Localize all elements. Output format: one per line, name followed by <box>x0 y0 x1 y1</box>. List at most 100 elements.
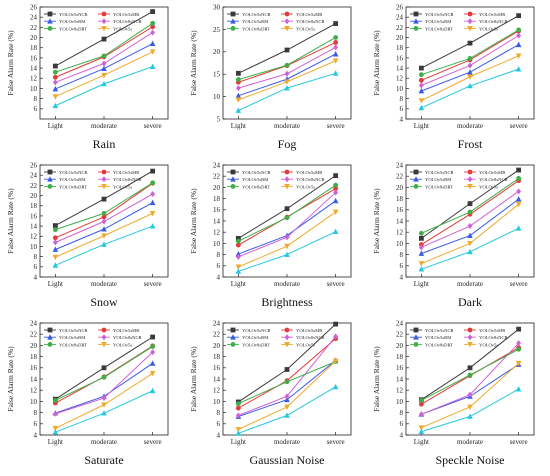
legend-marker <box>230 342 236 347</box>
legend-label: YOLOv8sNCR <box>113 19 143 24</box>
legend-label: YOLOv8sNCR <box>479 335 509 340</box>
legend-label: YOLOv5sRM <box>425 335 451 340</box>
legend-marker <box>467 169 473 175</box>
y-tick-label: 22 <box>396 173 404 181</box>
y-tick-label: 14 <box>213 375 221 383</box>
data-point <box>516 32 522 39</box>
data-point <box>418 77 424 83</box>
x-tick-label: severe <box>144 280 162 288</box>
legend-label: YOLOv5sMR <box>479 12 506 17</box>
data-point <box>515 53 522 59</box>
data-point <box>101 374 107 380</box>
data-point <box>418 411 424 418</box>
y-tick-label: 14 <box>30 375 38 383</box>
chart-title: Dark <box>458 295 482 309</box>
y-tick-label: 12 <box>396 75 404 83</box>
y-axis-label: False Alarm Rate (%) <box>372 188 381 254</box>
legend-marker <box>101 26 107 32</box>
legend-label: YOLOv5s <box>479 342 498 347</box>
legend-label: YOLOv5s <box>113 342 132 347</box>
data-point <box>467 82 473 89</box>
legend-label: YOLOv5sRM <box>59 335 85 340</box>
data-point <box>149 387 156 394</box>
data-point <box>418 230 424 236</box>
y-tick-label: 26 <box>396 3 404 11</box>
legend-label: YOLOv8sNCR <box>479 177 509 182</box>
legend-label: YOLOv8sDRT <box>242 184 270 189</box>
y-tick-label: 20 <box>396 34 404 42</box>
legend-label: YOLOv5sNCR <box>425 170 455 175</box>
data-point <box>284 62 290 68</box>
y-tick-label: 4 <box>400 273 404 281</box>
legend-marker <box>230 169 236 175</box>
data-point <box>149 199 156 206</box>
legend-label: YOLOv5sRM <box>242 335 268 340</box>
legend-label: YOLOv8sNCR <box>479 19 509 24</box>
x-tick-label: Light <box>48 438 63 446</box>
legend-label: YOLOv5sNCR <box>242 328 272 333</box>
data-point <box>333 44 339 51</box>
legend-marker <box>284 334 290 341</box>
data-point <box>52 239 58 246</box>
data-point <box>516 13 522 19</box>
y-tick-label: 5 <box>217 115 221 123</box>
data-point <box>516 326 522 332</box>
chart-title: Brightness <box>261 295 313 309</box>
legend-label: YOLOv5sRM <box>59 177 85 182</box>
legend-label: YOLOv5sRM <box>242 19 268 24</box>
y-tick-label: 8 <box>217 251 221 259</box>
data-point <box>235 401 241 407</box>
data-point <box>52 235 58 241</box>
data-point <box>467 56 473 61</box>
legend-marker <box>413 18 419 24</box>
x-tick-label: severe <box>510 122 528 130</box>
y-axis-label: False Alarm Rate (%) <box>372 30 381 96</box>
data-point <box>101 65 107 71</box>
legend-marker <box>101 327 107 333</box>
legend-label: YOLOv5sNCR <box>242 12 272 17</box>
legend-label: YOLOv5sNCR <box>425 12 455 17</box>
x-tick-label: Light <box>231 438 246 446</box>
data-point <box>516 188 522 195</box>
legend-label: YOLOv5sNCR <box>242 170 272 175</box>
data-point <box>418 425 425 431</box>
data-point <box>101 196 107 202</box>
legend-label: YOLOv8sNCR <box>296 177 326 182</box>
legend-label: YOLOv5sMR <box>479 170 506 175</box>
y-tick-label: 4 <box>34 431 38 439</box>
data-point <box>332 58 339 64</box>
data-point <box>52 223 58 228</box>
x-tick-label: severe <box>327 122 345 130</box>
legend-marker <box>467 176 473 183</box>
y-tick-label: 26 <box>30 161 38 169</box>
y-tick-label: 10 <box>30 398 38 406</box>
data-point <box>332 358 339 365</box>
y-tick-label: 18 <box>30 44 38 52</box>
data-point <box>235 235 241 241</box>
x-tick-label: moderate <box>274 280 300 288</box>
x-tick-label: moderate <box>91 280 117 288</box>
y-tick-label: 30 <box>213 3 221 11</box>
data-point <box>284 47 290 53</box>
legend-label: YOLOv8sDRT <box>425 342 453 347</box>
y-tick-label: 18 <box>30 202 38 210</box>
data-point <box>52 102 59 109</box>
legend-label: YOLOv8sNCR <box>113 177 143 182</box>
legend-marker <box>230 26 236 31</box>
data-point <box>52 410 58 417</box>
data-point <box>101 72 107 79</box>
legend-label: YOLOv5s <box>479 184 498 189</box>
data-point <box>235 70 241 76</box>
chart-snow: 4 6 8 10 12 14 16 18 20 22 24 26 Light moderate severe… <box>6 161 169 309</box>
data-point <box>333 39 339 45</box>
legend-marker <box>284 342 290 348</box>
data-point <box>332 51 339 57</box>
data-point <box>52 429 59 435</box>
y-tick-label: 10 <box>30 243 38 251</box>
y-tick-label: 10 <box>396 85 404 93</box>
y-tick-label: 16 <box>30 54 38 62</box>
data-point <box>150 349 156 356</box>
legend-label: YOLOv5sNCR <box>425 328 455 333</box>
y-tick-label: 6 <box>34 263 38 271</box>
data-point <box>332 209 339 216</box>
